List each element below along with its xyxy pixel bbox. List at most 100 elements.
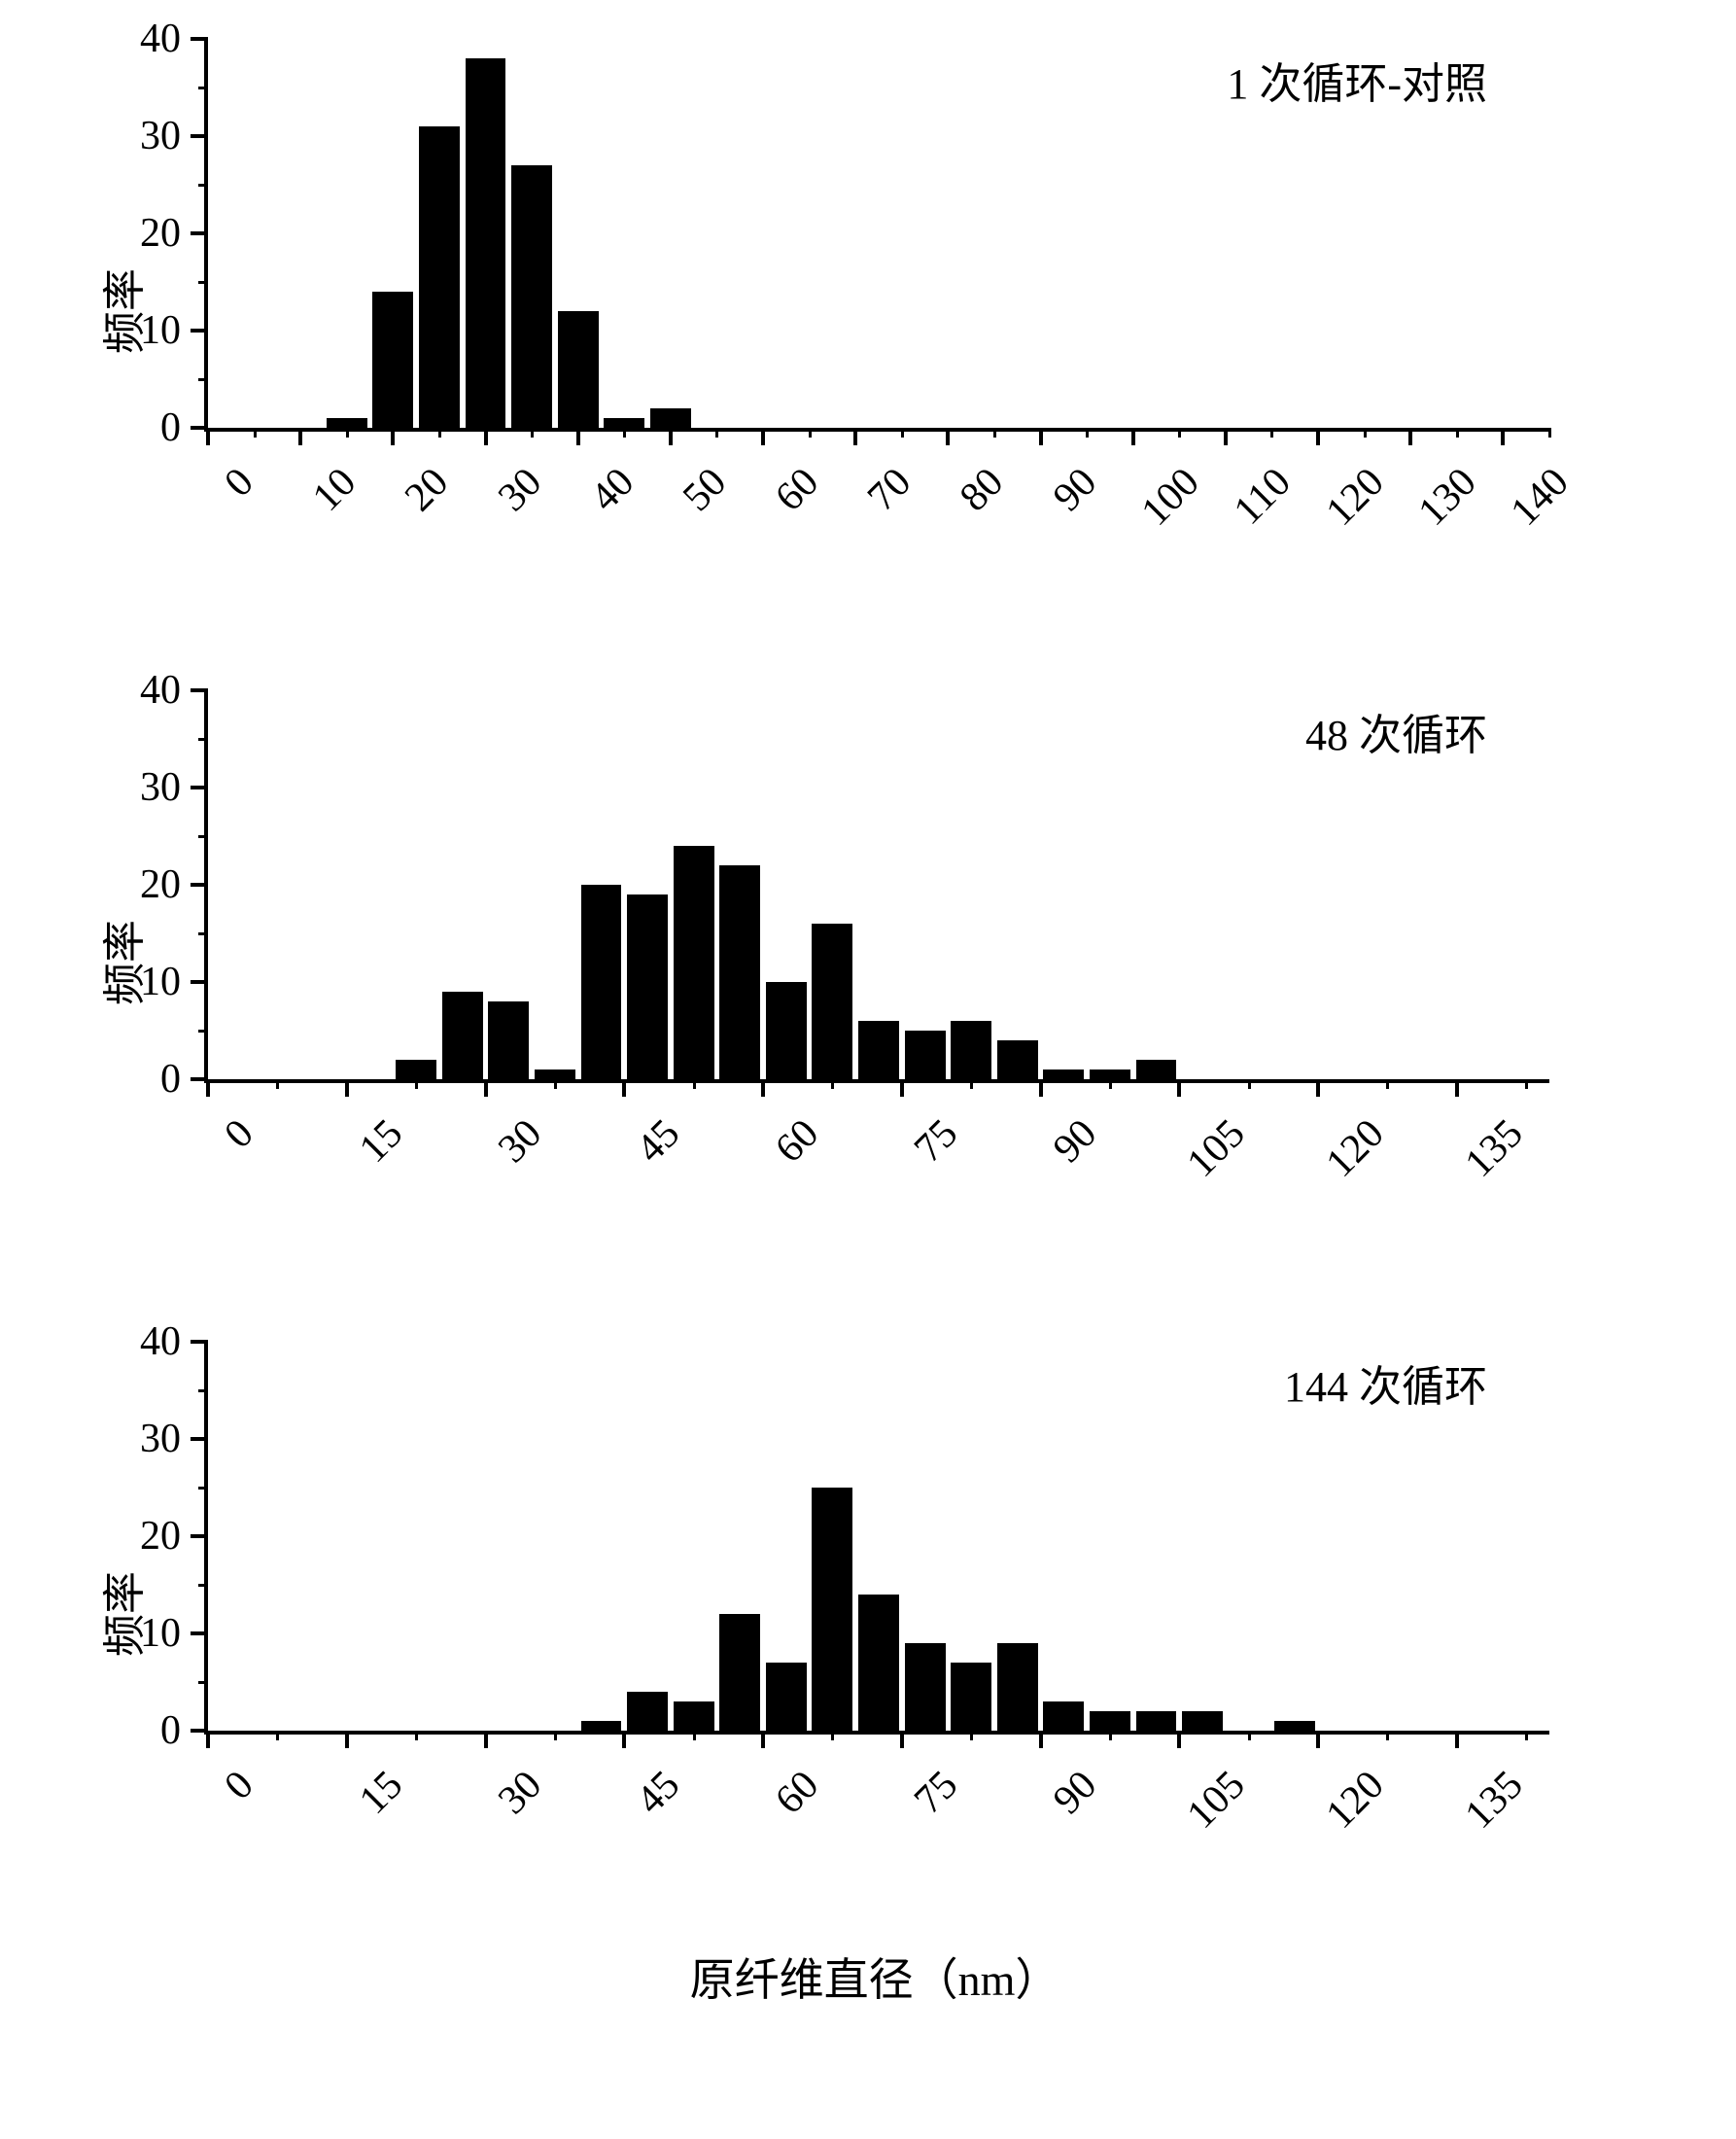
bar: [1043, 1070, 1084, 1079]
bar: [511, 165, 552, 428]
bar: [419, 126, 460, 428]
x-tick-minor: [1178, 428, 1181, 438]
x-tick: [1316, 1079, 1320, 1097]
x-tick: [1455, 1079, 1459, 1097]
y-tick-minor: [198, 87, 208, 89]
x-tick: [298, 428, 302, 445]
bar: [581, 1721, 622, 1731]
bar: [627, 894, 668, 1079]
y-tick: [191, 329, 208, 333]
x-tick-label: 50: [674, 459, 736, 521]
bar: [812, 924, 852, 1079]
y-tick-label: 30: [140, 1416, 181, 1462]
x-tick: [576, 428, 580, 445]
x-tick-label: 60: [766, 1110, 828, 1173]
x-tick: [484, 1731, 488, 1748]
bar: [1136, 1711, 1177, 1731]
x-tick-minor: [1548, 428, 1551, 438]
page: 1 次循环-对照 频率 0102030400102030405060708090…: [0, 0, 1736, 2139]
x-tick-label: 30: [489, 1110, 551, 1173]
y-tick: [191, 688, 208, 692]
x-tick: [900, 1079, 904, 1097]
x-tick: [1224, 428, 1228, 445]
x-tick: [761, 1079, 765, 1097]
x-tick-minor: [993, 428, 996, 438]
y-tick-label: 40: [140, 16, 181, 62]
x-tick: [622, 1731, 626, 1748]
x-tick: [1501, 428, 1505, 445]
x-tick: [1455, 1731, 1459, 1748]
y-tick-minor: [198, 281, 208, 284]
x-tick-minor: [554, 1731, 557, 1740]
x-tick-minor: [276, 1079, 279, 1089]
bar: [719, 865, 760, 1079]
x-tick-minor: [1248, 1079, 1251, 1089]
bar: [905, 1643, 946, 1731]
x-tick: [1316, 428, 1320, 445]
y-tick-minor: [198, 738, 208, 741]
y-tick: [191, 1631, 208, 1635]
x-tick-label: 75: [905, 1762, 967, 1824]
y-tick-label: 40: [140, 667, 181, 714]
x-tick-label: 0: [216, 1110, 263, 1158]
bar: [327, 418, 367, 428]
y-tick-label: 30: [140, 113, 181, 159]
x-tick-label: 15: [350, 1762, 412, 1824]
bar: [488, 1001, 529, 1079]
y-tick: [191, 883, 208, 887]
chart-panel-48-cycle: 48 次循环 频率 010203040015304560759010512013…: [58, 690, 1633, 1235]
y-tick: [191, 231, 208, 235]
x-tick-label: 60: [766, 459, 828, 521]
chart-panel-1-cycle: 1 次循环-对照 频率 0102030400102030405060708090…: [58, 39, 1633, 583]
x-tick-minor: [1248, 1731, 1251, 1740]
plot-area: 0102030400153045607590105120135: [204, 690, 1549, 1083]
x-tick-label: 105: [1178, 1762, 1254, 1838]
x-tick-label: 45: [628, 1762, 690, 1824]
x-tick-label: 15: [350, 1110, 412, 1173]
y-tick-minor: [198, 932, 208, 935]
x-tick: [484, 428, 488, 445]
bar: [627, 1692, 668, 1731]
y-tick: [191, 786, 208, 789]
y-tick-minor: [198, 184, 208, 187]
x-tick-minor: [438, 428, 441, 438]
x-tick-minor: [531, 428, 534, 438]
x-tick-label: 60: [766, 1762, 828, 1824]
x-tick-label: 30: [489, 459, 551, 521]
x-tick-minor: [1525, 1731, 1528, 1740]
x-tick-minor: [1109, 1079, 1112, 1089]
x-tick: [206, 428, 210, 445]
bar: [1043, 1701, 1084, 1731]
x-tick: [484, 1079, 488, 1097]
bar: [812, 1488, 852, 1731]
bar: [604, 418, 644, 428]
y-tick-label: 0: [160, 404, 181, 451]
x-tick-label: 0: [216, 1762, 263, 1809]
x-tick-label: 45: [628, 1110, 690, 1173]
x-tick: [206, 1079, 210, 1097]
y-tick-label: 0: [160, 1707, 181, 1754]
x-tick: [1131, 428, 1135, 445]
x-tick: [206, 1731, 210, 1748]
bar: [997, 1040, 1038, 1079]
x-tick-minor: [693, 1079, 696, 1089]
x-tick: [946, 428, 950, 445]
x-axis-label: 原纤维直径（nm）: [204, 1945, 1545, 2009]
bar: [674, 846, 714, 1079]
x-tick: [391, 428, 395, 445]
bar: [719, 1614, 760, 1731]
x-tick-minor: [970, 1079, 973, 1089]
y-tick-label: 10: [140, 1610, 181, 1657]
x-tick-label: 0: [216, 459, 263, 507]
x-tick-label: 90: [1044, 1110, 1106, 1173]
y-tick: [191, 1437, 208, 1441]
x-tick: [669, 428, 673, 445]
x-tick-label: 105: [1178, 1110, 1254, 1186]
y-tick-minor: [198, 1030, 208, 1033]
bar: [1182, 1711, 1223, 1731]
y-tick: [191, 37, 208, 41]
y-tick-label: 0: [160, 1056, 181, 1103]
x-tick-label: 140: [1502, 459, 1578, 535]
y-tick-minor: [198, 1487, 208, 1490]
x-tick-label: 10: [303, 459, 365, 521]
